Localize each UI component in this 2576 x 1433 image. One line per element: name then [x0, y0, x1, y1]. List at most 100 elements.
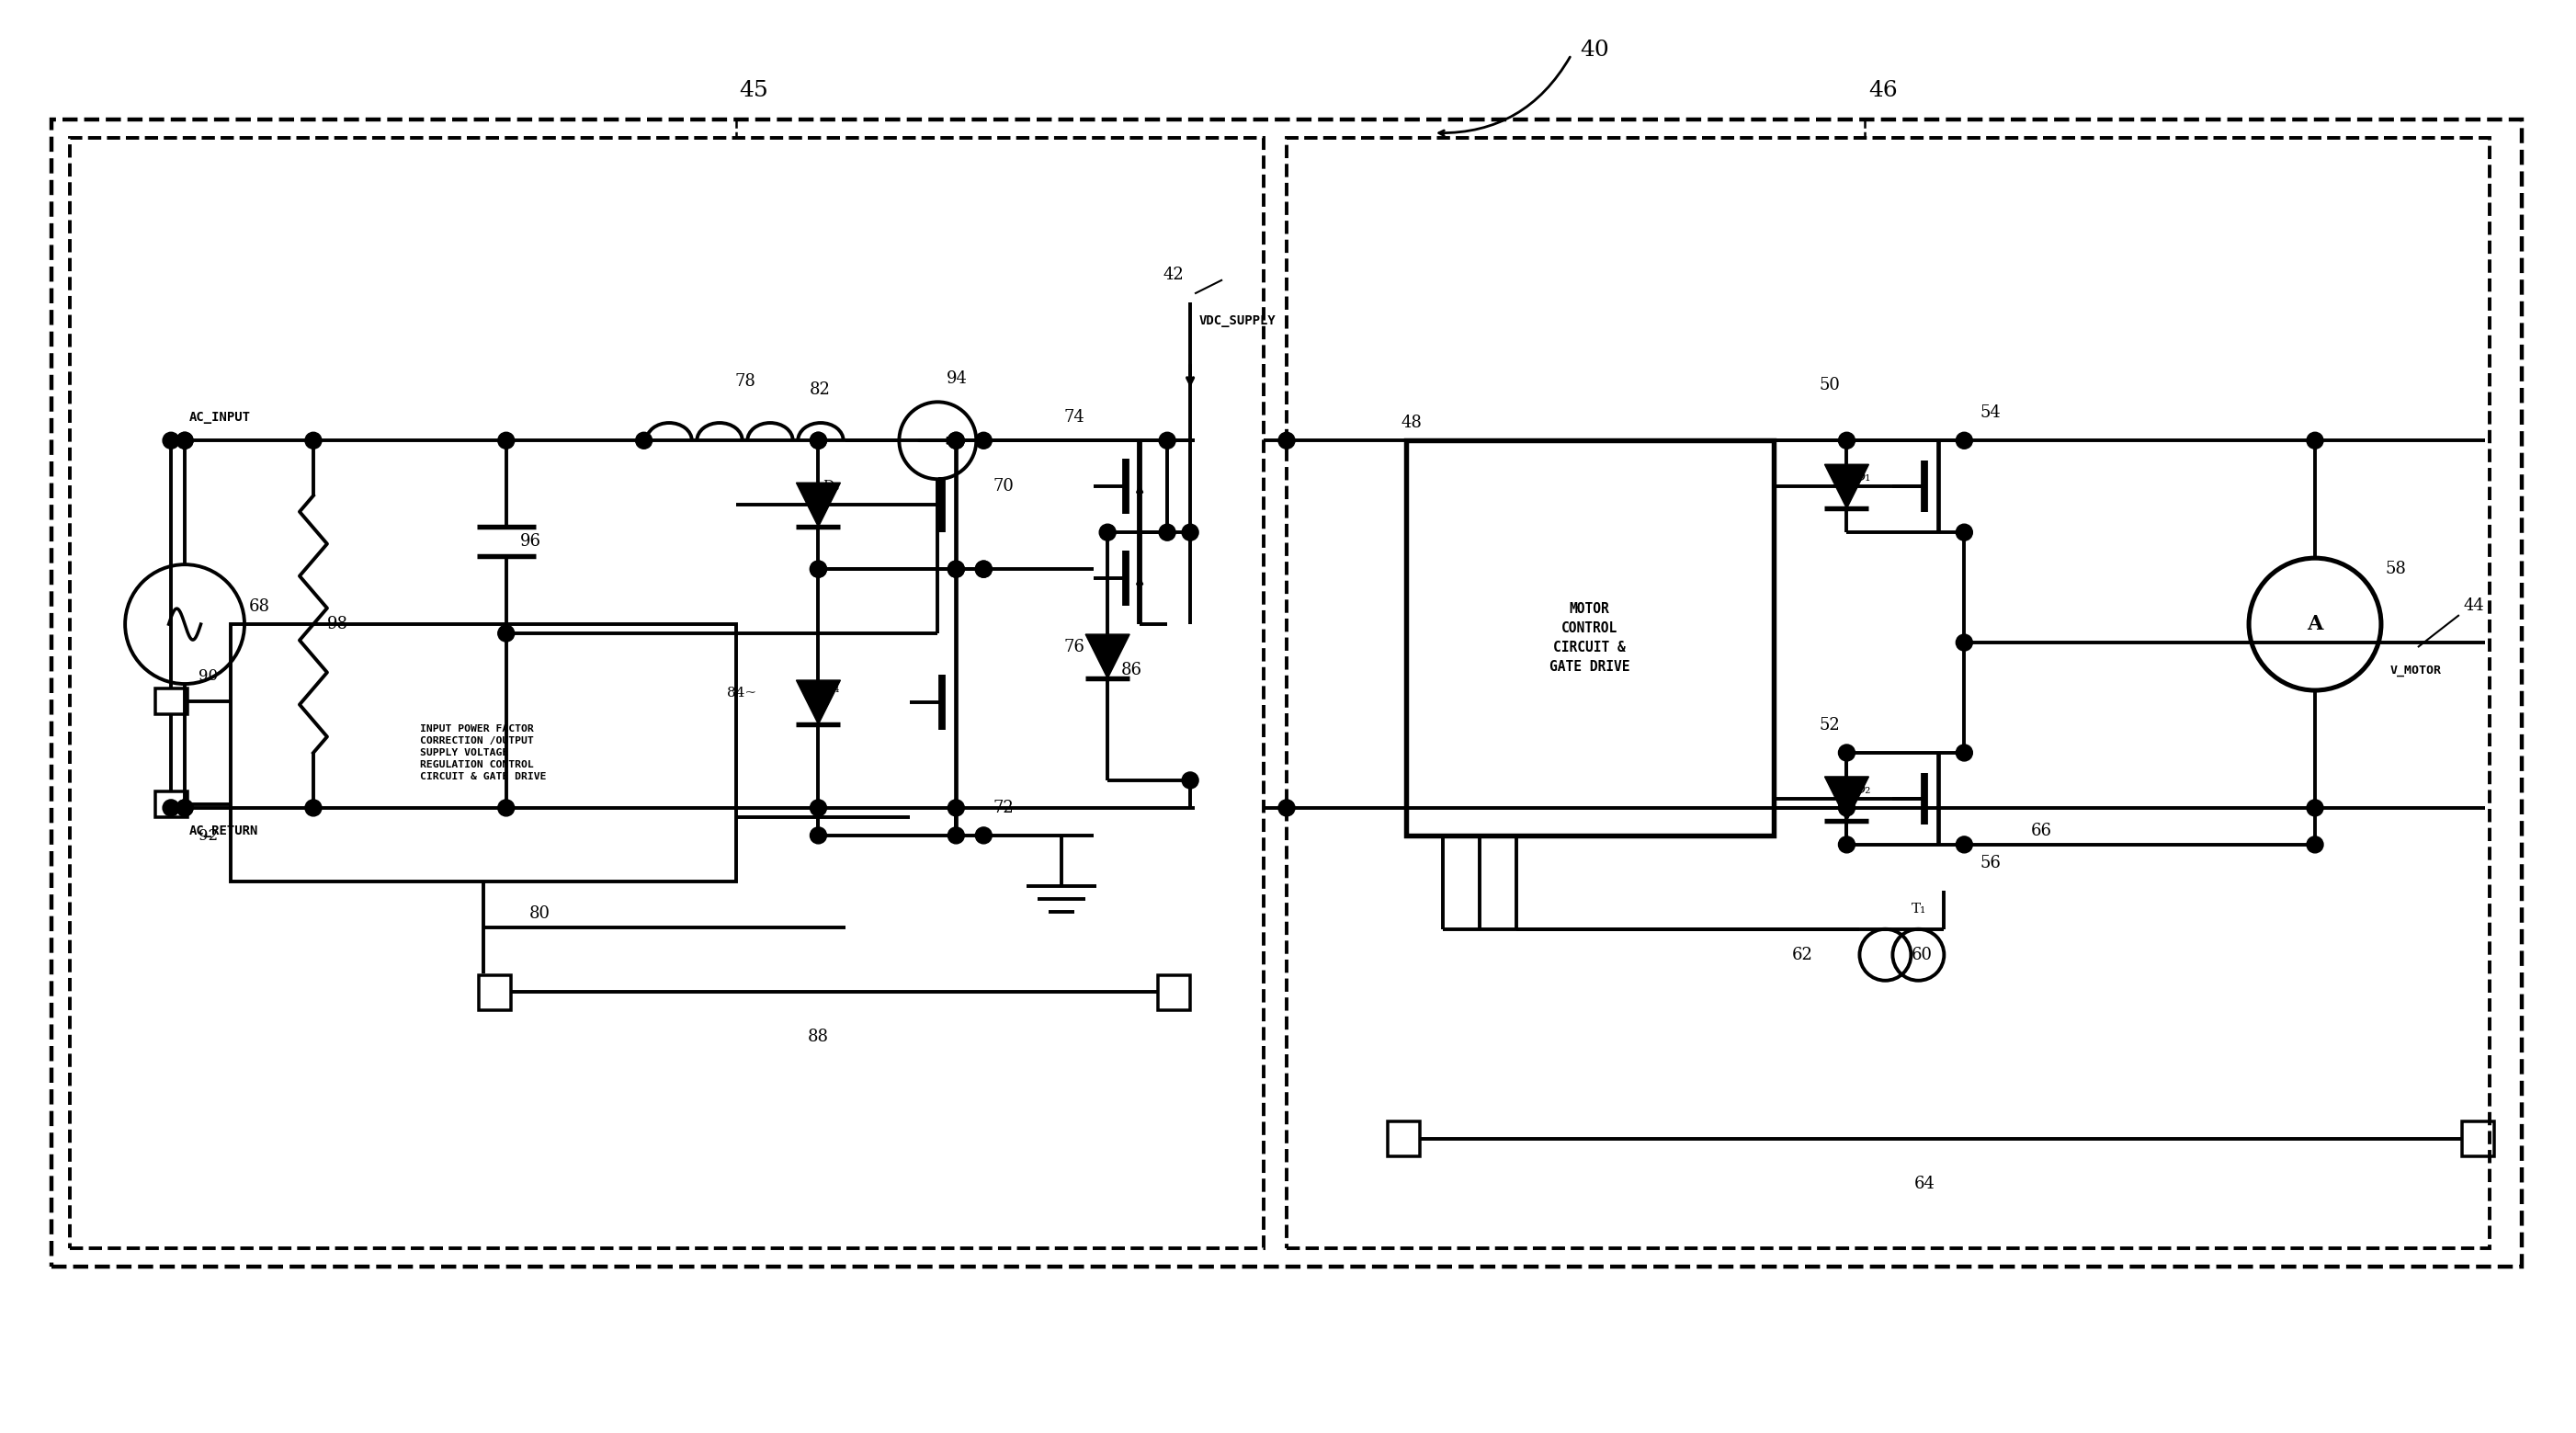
Bar	[1285, 138, 2488, 1248]
Text: 58: 58	[2385, 560, 2406, 577]
Bar	[479, 974, 510, 1010]
Text: 86: 86	[1121, 662, 1144, 678]
Text: 62: 62	[1793, 947, 1814, 963]
Text: 68: 68	[250, 599, 270, 615]
Circle shape	[1182, 524, 1198, 540]
Text: 54: 54	[1981, 404, 2002, 421]
Text: 48: 48	[1401, 414, 1422, 431]
Circle shape	[1955, 745, 1973, 761]
Circle shape	[178, 800, 193, 817]
Text: 70: 70	[992, 479, 1015, 494]
Circle shape	[976, 560, 992, 577]
Circle shape	[948, 827, 963, 844]
Circle shape	[948, 433, 963, 449]
Text: 74: 74	[1064, 410, 1084, 426]
Text: 98: 98	[327, 616, 348, 632]
Text: D₁: D₁	[1855, 471, 1870, 484]
Text: 42: 42	[1162, 267, 1182, 284]
Circle shape	[1839, 745, 1855, 761]
Text: 78: 78	[734, 374, 755, 390]
Text: VDC_SUPPLY: VDC_SUPPLY	[1200, 315, 1275, 328]
Text: 76: 76	[1064, 639, 1084, 655]
Bar	[1159, 974, 1190, 1010]
Circle shape	[948, 560, 963, 577]
Text: 52: 52	[1819, 716, 1839, 734]
Polygon shape	[1084, 635, 1131, 678]
Circle shape	[1955, 433, 1973, 449]
Circle shape	[976, 560, 992, 577]
Circle shape	[1955, 524, 1973, 540]
Bar	[155, 688, 188, 714]
Text: 72: 72	[992, 800, 1015, 817]
Circle shape	[1278, 800, 1296, 817]
Circle shape	[636, 433, 652, 449]
Circle shape	[497, 433, 515, 449]
Text: 90: 90	[198, 668, 219, 684]
Text: 94: 94	[948, 371, 969, 387]
Bar	[155, 791, 188, 817]
Text: V_MOTOR: V_MOTOR	[2391, 663, 2442, 676]
Text: 44: 44	[2463, 598, 2486, 615]
Text: A: A	[2308, 615, 2324, 635]
Circle shape	[1839, 433, 1855, 449]
Bar	[1406, 440, 1772, 835]
Circle shape	[162, 433, 180, 449]
Circle shape	[809, 560, 827, 577]
Circle shape	[948, 560, 963, 577]
Circle shape	[178, 433, 193, 449]
Circle shape	[497, 800, 515, 817]
Text: 46: 46	[1868, 80, 1899, 100]
Circle shape	[304, 433, 322, 449]
Circle shape	[2306, 800, 2324, 817]
Circle shape	[1839, 837, 1855, 853]
Text: 96: 96	[520, 533, 541, 550]
Circle shape	[497, 625, 515, 642]
Circle shape	[976, 433, 992, 449]
Circle shape	[809, 827, 827, 844]
Circle shape	[809, 800, 827, 817]
Text: D₃: D₃	[822, 480, 840, 493]
Circle shape	[2306, 433, 2324, 449]
Text: 82: 82	[809, 381, 829, 398]
Bar	[232, 625, 737, 881]
Text: 40: 40	[1582, 40, 1610, 60]
Text: 45: 45	[739, 80, 768, 100]
Polygon shape	[1824, 777, 1868, 821]
Text: 66: 66	[2030, 823, 2050, 840]
Text: T₁: T₁	[1911, 903, 1927, 916]
Circle shape	[1278, 433, 1296, 449]
Text: 56: 56	[1981, 854, 2002, 871]
Circle shape	[1159, 524, 1175, 540]
Circle shape	[1100, 524, 1115, 540]
Text: AC_INPUT: AC_INPUT	[191, 411, 250, 424]
Text: 92: 92	[198, 828, 219, 844]
Text: D₄: D₄	[822, 682, 840, 695]
Text: 64: 64	[1914, 1175, 1935, 1192]
Circle shape	[809, 433, 827, 449]
Circle shape	[809, 433, 827, 449]
Circle shape	[178, 800, 193, 817]
Polygon shape	[796, 483, 840, 527]
Circle shape	[1159, 433, 1175, 449]
Circle shape	[304, 800, 322, 817]
Text: D₂: D₂	[1855, 782, 1870, 795]
Bar	[2463, 1121, 2494, 1156]
Text: 88: 88	[809, 1029, 829, 1045]
Text: 50: 50	[1819, 377, 1839, 394]
Bar	[52, 119, 2522, 1267]
Bar	[70, 138, 1265, 1248]
Circle shape	[1955, 635, 1973, 651]
Polygon shape	[1824, 464, 1868, 509]
Circle shape	[1955, 837, 1973, 853]
Circle shape	[948, 800, 963, 817]
Text: MOTOR
CONTROL
CIRCUIT &
GATE DRIVE: MOTOR CONTROL CIRCUIT & GATE DRIVE	[1548, 602, 1631, 674]
Circle shape	[809, 560, 827, 577]
Text: AC_RETURN: AC_RETURN	[191, 824, 258, 837]
Circle shape	[162, 800, 180, 817]
Circle shape	[2306, 837, 2324, 853]
Circle shape	[1182, 772, 1198, 788]
Text: 84~: 84~	[726, 686, 755, 699]
Circle shape	[976, 827, 992, 844]
Bar	[1388, 1121, 1419, 1156]
Circle shape	[178, 433, 193, 449]
